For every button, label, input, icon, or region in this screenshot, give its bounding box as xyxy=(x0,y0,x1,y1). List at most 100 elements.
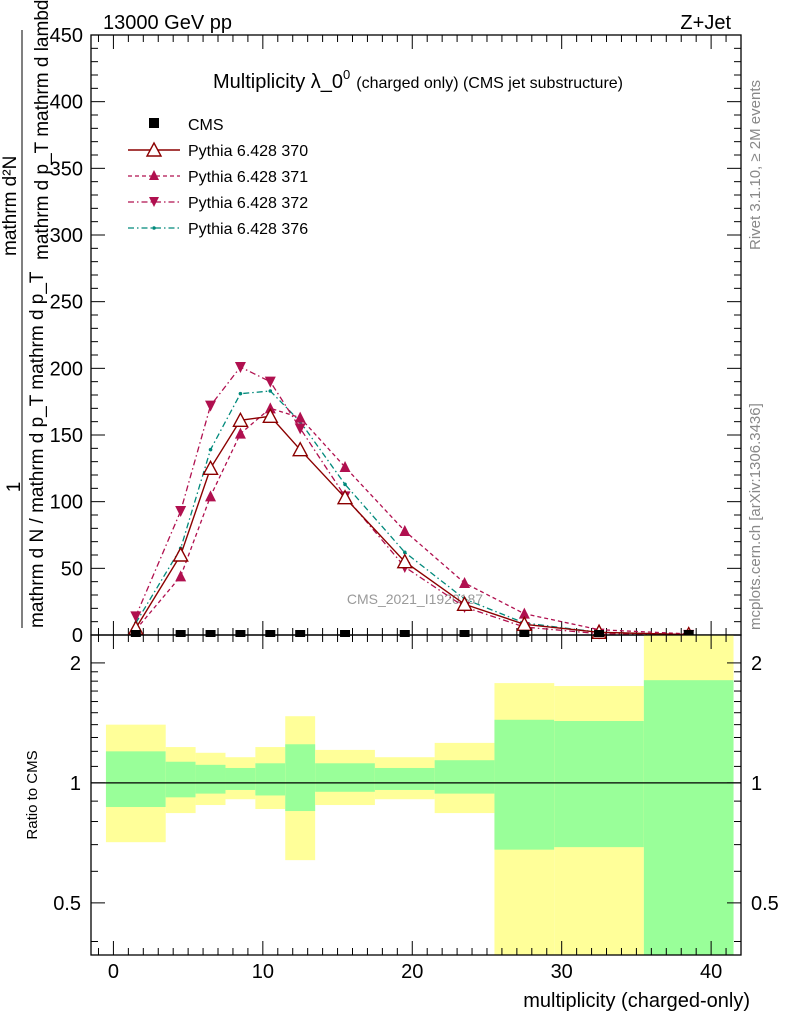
series-point xyxy=(399,525,411,536)
cms-data-point xyxy=(175,630,186,637)
series-point xyxy=(232,411,249,428)
ylabel-numerator-mid: mathrm d p_T mathrm d lambda xyxy=(32,0,53,260)
ratio-y-tick-label-right: 2 xyxy=(751,653,762,675)
header-process-label: Z+Jet xyxy=(680,12,731,34)
series-point xyxy=(175,570,187,582)
series-point xyxy=(202,459,219,476)
series-point xyxy=(294,411,306,423)
rivet-version-label: Rivet 3.1.10, ≥ 2M events xyxy=(747,80,764,250)
ratio-y-tick-label: 0.5 xyxy=(53,893,81,915)
main-y-tick-label: 400 xyxy=(50,92,83,114)
series-point xyxy=(234,362,246,373)
main-y-tick-label: 100 xyxy=(50,492,83,514)
legend-label-372: Pythia 6.428 372 xyxy=(188,195,308,212)
ylabel-denominator: mathrm d N / mathrm d p_T mathrm d p_T xyxy=(27,271,48,628)
cms-data-point xyxy=(265,630,276,637)
main-y-axis: 0 50 100 150 200 250 300 350 400 450 xyxy=(50,25,741,647)
chart-title-superscript: 0 xyxy=(343,67,350,82)
legend-label-376: Pythia 6.428 376 xyxy=(188,221,308,238)
ratio-y-tick-label: 2 xyxy=(70,653,81,675)
series-point xyxy=(238,391,243,396)
cms-data-point xyxy=(594,630,605,637)
ratio-band-inner xyxy=(315,763,375,792)
ratio-band-inner xyxy=(374,767,435,790)
series-point xyxy=(518,607,530,619)
x-tick-label: 20 xyxy=(401,961,423,983)
cms-data-point xyxy=(295,630,306,637)
main-y-tick-label: 200 xyxy=(50,358,83,380)
ratio-band-inner xyxy=(643,680,734,955)
series-point xyxy=(205,490,217,502)
series-point xyxy=(205,400,217,412)
header-energy-label: 13000 GeV pp xyxy=(103,12,232,34)
cms-data-point xyxy=(459,630,470,637)
ratio-y-tick-label-right: 0.5 xyxy=(751,893,779,915)
legend-label-cms: CMS xyxy=(188,117,224,134)
legend-label-370: Pythia 6.428 370 xyxy=(188,143,308,160)
watermark-label: CMS_2021_I1920187 xyxy=(347,591,483,607)
series-point xyxy=(292,441,309,457)
series-point xyxy=(339,461,351,472)
main-y-tick-label: 250 xyxy=(50,292,83,314)
series-point xyxy=(456,595,473,612)
ratio-band-inner xyxy=(285,744,316,812)
legend: CMS Pythia 6.428 370 Pythia 6.428 371 Py… xyxy=(128,117,308,238)
series-layer xyxy=(127,362,697,642)
legend-marker-376 xyxy=(152,226,156,230)
x-tick-label: 0 xyxy=(108,961,119,983)
legend-label-371: Pythia 6.428 371 xyxy=(188,169,308,186)
chart-title-suffix: (charged only) (CMS jet substructure) xyxy=(356,75,623,92)
series-line xyxy=(135,407,689,635)
main-x-axis-ticks xyxy=(97,35,727,635)
main-y-tick-label: 50 xyxy=(61,558,83,580)
main-panel: CMS_2021_I1920187 0 50 100 150 200 250 300 350 4… xyxy=(0,0,742,647)
series-point xyxy=(336,489,354,505)
ratio-frame xyxy=(90,634,742,956)
ratio-panel: 0.5 0.5 1 1 2 2 0 10 20 30 40 Ratio to CMS multip… xyxy=(24,634,779,1012)
series-line xyxy=(135,366,689,636)
x-tick-label: 40 xyxy=(700,961,722,983)
cms-data-point xyxy=(683,630,694,637)
ylabel-one: 1 xyxy=(4,482,25,493)
chart-title: Multiplicity λ_00 (charged only) (CMS jet… xyxy=(213,67,623,93)
series-point xyxy=(262,407,279,424)
ratio-band-inner xyxy=(225,767,256,790)
ratio-band-inner xyxy=(434,760,495,794)
series-point xyxy=(130,611,142,623)
series-point xyxy=(264,402,276,414)
legend-marker-cms xyxy=(149,118,159,128)
series-line xyxy=(135,390,689,636)
chart-title-main: Multiplicity λ_0 xyxy=(213,71,343,93)
legend-marker-370 xyxy=(145,141,163,157)
series-point xyxy=(268,389,273,393)
legend-marker-371 xyxy=(149,170,159,180)
cms-data-point xyxy=(399,630,410,637)
ratio-y-axis: 0.5 0.5 1 1 2 2 xyxy=(53,653,779,943)
series-point xyxy=(175,506,187,517)
series-line xyxy=(135,415,689,636)
ratio-y-tick-label-right: 1 xyxy=(751,773,762,795)
series-point xyxy=(343,482,347,487)
cms-data-point xyxy=(519,630,530,637)
ratio-bands xyxy=(105,635,734,955)
legend-marker-372 xyxy=(149,197,159,207)
series-point xyxy=(234,427,246,439)
series-point xyxy=(396,553,413,569)
cms-data-point xyxy=(235,630,246,637)
cms-data-point xyxy=(340,630,351,637)
ratio-band-inner xyxy=(554,720,644,848)
series-point xyxy=(264,376,276,388)
ratio-x-axis: 0 10 20 30 40 xyxy=(97,635,727,983)
series-point xyxy=(172,546,189,562)
series-point xyxy=(459,577,471,588)
x-tick-label: 30 xyxy=(551,961,573,983)
main-y-tick-label: 150 xyxy=(50,425,83,447)
mcplots-reference-label: mcplots.cern.ch [arXiv:1306.3436] xyxy=(747,403,764,630)
ratio-band-inner xyxy=(195,764,226,794)
series-point xyxy=(294,423,306,435)
ratio-band-inner xyxy=(494,719,555,850)
ratio-y-tick-label: 1 xyxy=(70,773,81,795)
main-y-tick-label: 300 xyxy=(50,225,83,247)
ratio-band-inner xyxy=(255,763,286,796)
